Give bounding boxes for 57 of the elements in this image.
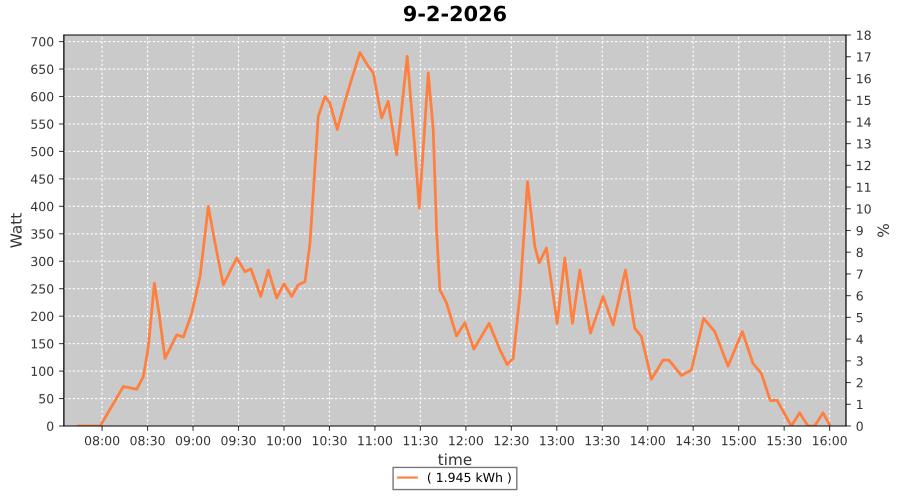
y-tick-label: 700	[31, 37, 54, 47]
y-tick-label: 650	[31, 64, 54, 74]
x-tick-label: 12:00	[449, 436, 484, 446]
x-tick-label: 09:00	[176, 436, 210, 446]
chart-title: 9-2-2026	[404, 6, 506, 22]
y-tick-label: 0	[47, 421, 54, 431]
y2-tick-label: 12	[857, 160, 870, 170]
y2-tick-label: 9	[856, 226, 863, 236]
y-tick-label: 350	[31, 229, 54, 239]
y2-tick-label: 3	[856, 356, 863, 366]
x-tick-label: 09:30	[221, 436, 256, 446]
y2-tick-label: 0	[856, 421, 863, 431]
legend-label: ( 1.945 kWh )	[428, 472, 511, 484]
x-tick-label: 10:30	[312, 436, 347, 446]
y-tick-label: 100	[32, 366, 54, 376]
x-axis-title: time	[438, 453, 472, 466]
x-tick-label: 12:30	[494, 436, 529, 446]
y-tick-label: 550	[31, 119, 54, 129]
x-tick-label: 15:00	[722, 436, 756, 446]
y2-tick-label: 6	[856, 291, 863, 301]
x-tick-label: 13:30	[586, 436, 620, 446]
y2-tick-label: 10	[857, 204, 871, 214]
x-tick-label: 08:00	[84, 436, 120, 446]
y-tick-label: 200	[31, 312, 54, 322]
x-tick-label: 10:00	[267, 436, 302, 446]
y-tick-label: 600	[31, 92, 54, 102]
y2-tick-label: 11	[857, 182, 870, 192]
x-tick-label: 15:30	[768, 436, 802, 446]
y-tick-label: 450	[30, 174, 54, 184]
x-tick-label: 14:30	[676, 436, 710, 446]
x-tick-label: 13:00	[540, 436, 574, 446]
y2-tick-label: 7	[856, 270, 863, 279]
y-tick-label: 300	[31, 256, 54, 266]
y2-tick-label: 1	[857, 400, 863, 410]
y2-tick-label: 5	[856, 313, 863, 322]
y2-axis-title: %	[877, 224, 890, 237]
y-tick-label: 500	[31, 146, 54, 156]
y2-tick-label: 15	[857, 96, 871, 106]
y2-tick-label: 18	[857, 30, 871, 40]
y2-tick-label: 17	[857, 52, 871, 62]
line-series	[77, 51, 832, 426]
y2-tick-label: 4	[856, 334, 863, 344]
y2-tick-label: 2	[856, 378, 862, 388]
x-tick-label: 11:00	[358, 436, 392, 446]
y2-tick-label: 8	[856, 248, 863, 258]
x-tick-label: 11:30	[404, 436, 438, 446]
y-tick-label: 400	[30, 202, 54, 212]
y2-tick-label: 16	[857, 74, 871, 84]
y2-tick-label: 14	[857, 118, 871, 127]
y2-tick-label: 13	[857, 139, 871, 149]
y-tick-label: 50	[39, 394, 54, 404]
x-tick-label: 16:00	[812, 436, 847, 446]
x-tick-label: 08:30	[130, 436, 165, 446]
y-tick-label: 150	[32, 339, 54, 349]
x-tick-label: 14:00	[631, 436, 665, 446]
y-axis-title: Watt	[10, 213, 22, 248]
y-tick-label: 250	[31, 284, 54, 294]
